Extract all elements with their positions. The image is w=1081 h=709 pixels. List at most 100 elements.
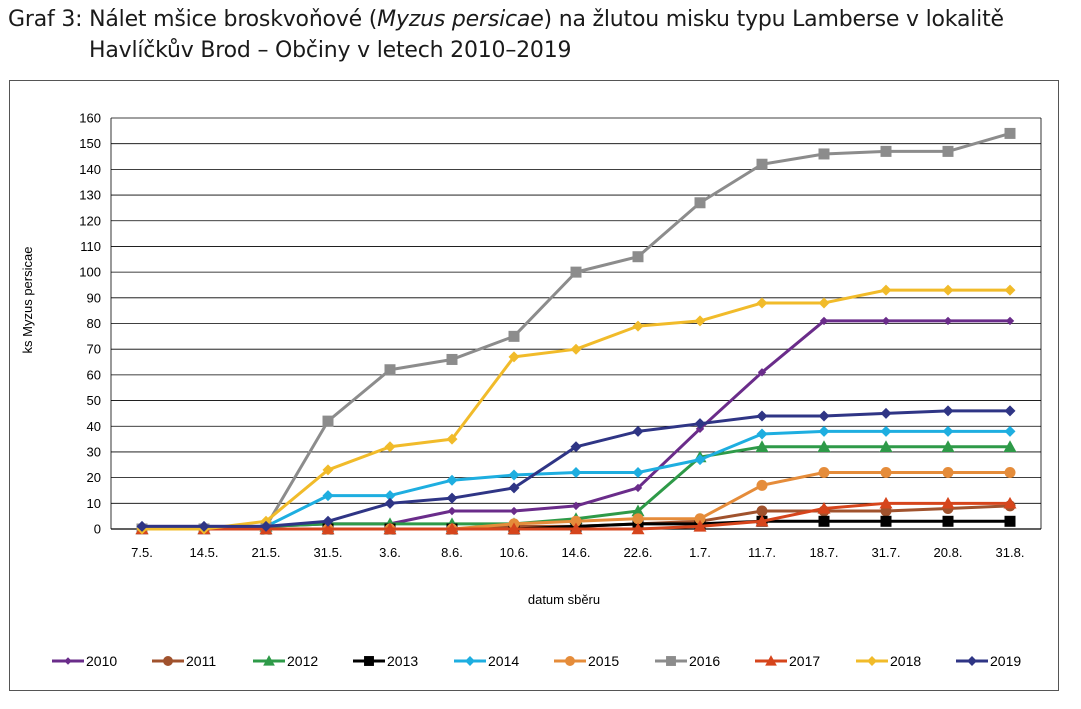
data-point-2017 — [879, 496, 893, 509]
data-point-2017 — [321, 522, 335, 535]
data-point-2017 — [941, 496, 955, 509]
legend-marker — [163, 656, 173, 666]
data-point-2013 — [818, 515, 830, 527]
caption-suffix: ) na žlutou misku typu Lamberse v lokali… — [543, 7, 1004, 32]
legend-label: 2016 — [689, 653, 720, 669]
y-tick-label: 160 — [79, 111, 101, 126]
series-2019 — [136, 405, 1016, 532]
data-point-2015 — [632, 513, 644, 525]
data-point-2012 — [1003, 440, 1017, 452]
data-point-2010 — [757, 368, 767, 377]
data-point-2018 — [446, 433, 458, 445]
data-point-2014 — [1004, 425, 1016, 437]
data-point-2019 — [322, 515, 334, 527]
data-point-2019 — [136, 520, 148, 532]
data-point-2018 — [632, 320, 644, 332]
legend-label: 2013 — [387, 653, 418, 669]
legend-label: 2014 — [488, 653, 519, 669]
data-point-2017 — [569, 522, 583, 535]
data-point-2014 — [508, 469, 520, 481]
data-point-2016 — [384, 364, 396, 376]
data-point-2017 — [817, 501, 831, 514]
data-point-2014 — [632, 466, 644, 478]
data-point-2017 — [445, 522, 459, 535]
data-point-2015 — [570, 515, 582, 527]
data-point-2016 — [756, 158, 768, 170]
legend-label: 2015 — [588, 653, 619, 669]
data-point-2016 — [446, 353, 458, 365]
y-axis-ticks: 0 10 20 30 40 50 60 70 80 90 100 110 120 130 140 150 160 — [79, 111, 101, 537]
data-point-2014 — [322, 490, 334, 502]
data-point-2018 — [508, 351, 520, 363]
caption-prefix: Graf 3: Nálet mšice broskvoňové ( — [8, 7, 378, 32]
chart-frame — [9, 80, 1059, 691]
legend-item-2011: 2011 — [152, 653, 216, 669]
data-point-2014 — [384, 490, 396, 502]
x-tick-label: 7.5. — [131, 545, 153, 560]
legend-item-2018: 2018 — [856, 653, 921, 669]
data-point-2016 — [322, 415, 334, 427]
data-point-2016 — [880, 145, 892, 157]
legend-label: 2012 — [287, 653, 318, 669]
legend: 2010 2011 2012 2013 2014 2015 2016 2017 2018 2019 — [52, 653, 1021, 669]
data-point-2015 — [818, 466, 830, 478]
data-point-2013 — [942, 515, 954, 527]
legend-item-2014: 2014 — [454, 653, 519, 669]
caption-line2: Havlíčkův Brod – Občiny v letech 2010–20… — [89, 38, 572, 63]
data-point-2012 — [941, 440, 955, 452]
legend-label: 2017 — [789, 653, 820, 669]
data-point-2010 — [447, 506, 457, 516]
data-point-2010 — [633, 483, 643, 493]
x-tick-label: 31.5. — [314, 545, 343, 560]
y-tick-label: 70 — [87, 342, 101, 357]
data-point-2018 — [880, 284, 892, 296]
data-point-2015 — [942, 466, 954, 478]
data-point-2019 — [446, 492, 458, 504]
y-tick-label: 60 — [87, 367, 101, 382]
y-tick-label: 40 — [87, 419, 101, 434]
caption-italic-species: Myzus persicae — [377, 7, 544, 32]
data-point-2018 — [570, 343, 582, 355]
data-point-2016 — [818, 148, 830, 160]
data-point-2019 — [1004, 405, 1016, 417]
legend-item-2012: 2012 — [253, 653, 318, 669]
data-point-2016 — [570, 266, 582, 278]
legend-marker — [967, 656, 977, 666]
data-point-2019 — [694, 418, 706, 430]
x-tick-label: 21.5. — [252, 545, 281, 560]
data-point-2010 — [881, 316, 891, 326]
x-tick-label: 31.8. — [996, 545, 1025, 560]
y-tick-label: 140 — [79, 162, 101, 177]
x-axis-ticks: 7.5. 14.5. 21.5. 31.5. 3.6. 8.6. 10.6. 14.6. 22.… — [131, 545, 1024, 560]
data-point-2018 — [384, 441, 396, 453]
legend-marker — [64, 657, 72, 665]
legend-marker — [765, 655, 777, 666]
legend-item-2019: 2019 — [956, 653, 1021, 669]
data-point-2019 — [508, 482, 520, 494]
data-point-2014 — [880, 425, 892, 437]
data-point-2014 — [446, 474, 458, 486]
y-tick-label: 20 — [87, 470, 101, 485]
legend-item-2010: 2010 — [52, 653, 117, 669]
data-point-2019 — [942, 405, 954, 417]
x-tick-label: 14.5. — [190, 545, 219, 560]
data-point-2015 — [694, 513, 706, 525]
x-tick-label: 22.6. — [624, 545, 653, 560]
data-point-2015 — [880, 466, 892, 478]
legend-marker — [465, 656, 475, 666]
data-point-2018 — [818, 297, 830, 309]
data-point-2019 — [818, 410, 830, 422]
data-point-2017 — [693, 519, 707, 532]
data-point-2010 — [509, 506, 519, 516]
x-tick-label: 8.6. — [441, 545, 463, 560]
data-point-2017 — [383, 522, 397, 535]
legend-item-2015: 2015 — [554, 653, 619, 669]
data-point-2016 — [1004, 127, 1016, 139]
x-tick-label: 14.6. — [562, 545, 591, 560]
data-point-2010 — [819, 316, 829, 326]
legend-label: 2019 — [990, 653, 1021, 669]
data-point-2019 — [756, 410, 768, 422]
data-point-2012 — [879, 440, 893, 452]
data-point-2010 — [943, 316, 953, 326]
